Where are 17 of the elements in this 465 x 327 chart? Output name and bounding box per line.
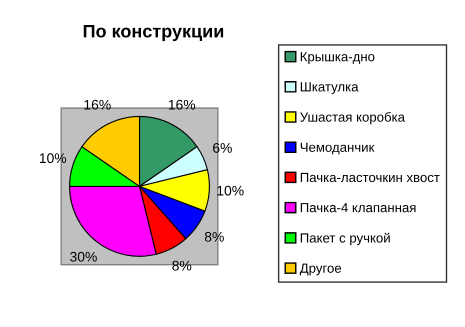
legend-label: Крышка-дно xyxy=(300,52,374,64)
data-label: 10% xyxy=(40,153,66,164)
legend-label: Другое xyxy=(300,264,342,276)
data-label: 16% xyxy=(84,100,111,110)
legend-label: Ушастая коробка xyxy=(300,112,405,124)
chart-title: По конструкции xyxy=(84,24,224,42)
data-label: 16% xyxy=(168,100,196,110)
data-label: 8% xyxy=(172,260,192,271)
legend-label: Пачка-ласточкин хвост xyxy=(300,172,440,182)
legend-label: Пачка-4 клапанная xyxy=(300,203,416,212)
data-label: 6% xyxy=(213,142,232,153)
legend-label: Шкатулка xyxy=(300,82,359,94)
legend-label: Пакет с ручкой xyxy=(300,232,390,246)
data-label: 8% xyxy=(204,232,224,242)
data-label: 10% xyxy=(217,186,244,196)
data-label: 30% xyxy=(70,252,97,262)
legend-label: Чемоданчик xyxy=(300,142,374,154)
